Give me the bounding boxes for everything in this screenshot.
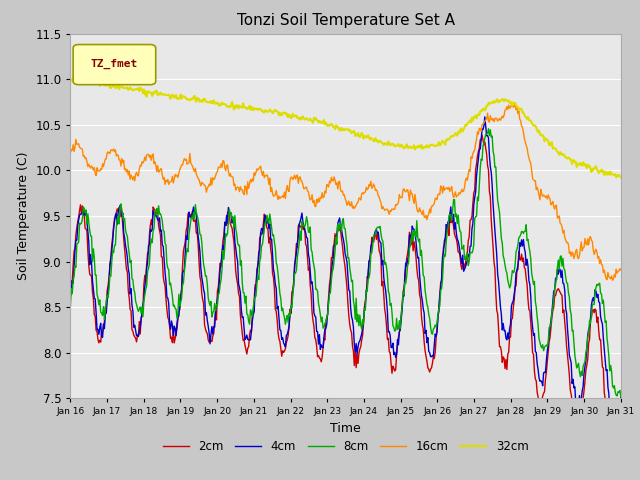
16cm [481,118,489,124]
4cm [434,315,442,321]
32cm [617,175,625,180]
2cm [434,312,442,318]
32cm [482,106,490,111]
X-axis label: Time: Time [330,422,361,435]
2cm [482,145,490,151]
16cm [316,199,323,204]
4cm [67,294,74,300]
Line: 16cm: 16cm [70,105,621,280]
Title: Tonzi Soil Temperature Set A: Tonzi Soil Temperature Set A [237,13,454,28]
2cm [609,465,616,471]
4cm [316,332,323,337]
Line: 4cm: 4cm [70,117,621,431]
8cm [481,135,489,141]
2cm [164,314,172,320]
8cm [316,305,323,311]
FancyBboxPatch shape [73,45,156,84]
2cm [316,355,323,361]
4cm [617,395,625,400]
16cm [67,150,74,156]
Text: TZ_fmet: TZ_fmet [90,59,138,69]
8cm [208,314,216,320]
8cm [67,304,74,310]
16cm [164,177,172,182]
32cm [165,92,173,97]
2cm [67,286,74,291]
4cm [482,123,490,129]
16cm [609,277,616,283]
16cm [617,267,625,273]
16cm [434,192,442,197]
32cm [392,143,399,149]
2cm [208,338,216,344]
16cm [391,206,399,212]
32cm [317,120,324,126]
32cm [435,139,443,145]
8cm [391,328,399,334]
16cm [208,182,216,188]
4cm [391,349,399,355]
Legend: 2cm, 4cm, 8cm, 16cm, 32cm: 2cm, 4cm, 8cm, 16cm, 32cm [158,436,533,458]
32cm [67,78,74,84]
Line: 32cm: 32cm [70,77,621,178]
4cm [611,428,618,434]
32cm [81,74,89,80]
4cm [164,295,172,301]
8cm [164,265,172,271]
4cm [481,114,489,120]
2cm [391,368,399,374]
Line: 2cm: 2cm [70,135,621,468]
Y-axis label: Soil Temperature (C): Soil Temperature (C) [17,152,29,280]
4cm [208,324,216,329]
2cm [478,132,486,138]
8cm [434,312,442,317]
8cm [617,394,625,399]
8cm [484,126,492,132]
Line: 8cm: 8cm [70,129,621,396]
2cm [617,406,625,412]
16cm [508,102,515,108]
32cm [209,99,217,105]
